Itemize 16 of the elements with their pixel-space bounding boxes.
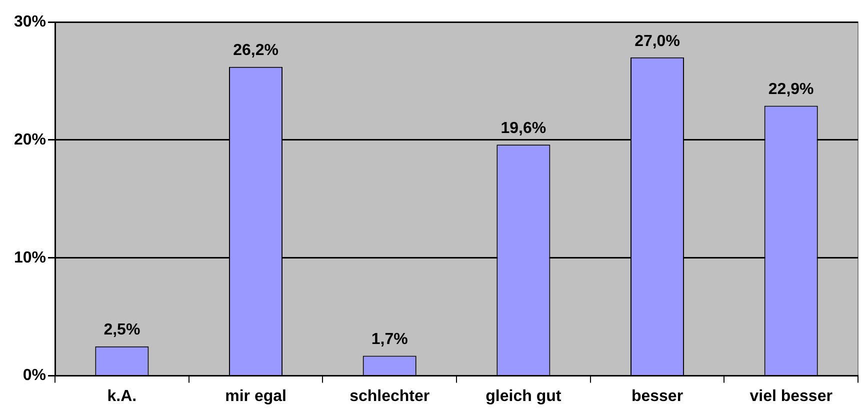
x-tick-label: gleich gut — [486, 388, 562, 405]
y-tick-label: 30% — [14, 13, 46, 30]
data-label: 22,9% — [768, 81, 814, 98]
x-tick-label: schlechter — [350, 388, 430, 405]
x-tick-label: k.A. — [107, 388, 137, 405]
y-tick-label: 10% — [14, 249, 46, 266]
x-tick-label: mir egal — [225, 388, 286, 405]
data-label: 26,2% — [233, 42, 278, 60]
y-tick-label: 0% — [22, 367, 46, 384]
data-label: 19,6% — [500, 120, 546, 138]
x-tick-label: viel besser — [750, 388, 832, 405]
data-label: 1,7% — [371, 331, 408, 348]
data-label: 2,5% — [104, 322, 140, 339]
y-tick-label: 20% — [14, 131, 46, 148]
x-tick-label: besser — [631, 388, 684, 405]
data-label: 27,0% — [634, 32, 680, 50]
